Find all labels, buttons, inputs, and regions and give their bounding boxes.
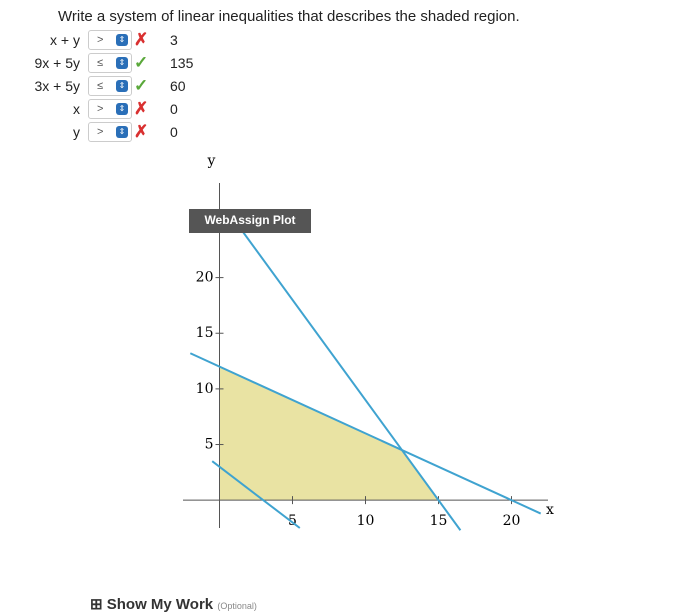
correct-mark: ✓ [134,76,149,95]
operator-select[interactable]: > ⇕ [88,99,132,119]
incorrect-mark: ✗ [134,122,149,141]
select-knob: ⇕ [116,80,128,92]
lhs: x [73,101,80,117]
boundary-line [211,460,301,529]
select-knob: ⇕ [116,103,128,115]
x-tick-label: 15 [430,513,448,529]
incorrect-mark: ✗ [134,30,149,49]
operator-select[interactable]: ≤ ⇕ [88,53,132,73]
x-tick-label: 20 [503,513,521,529]
answer: 0 [170,124,178,140]
answer: 60 [170,78,186,94]
optional-label: (Optional) [217,601,257,611]
show-work-label[interactable]: Show My Work [106,596,214,613]
show-work[interactable]: ⊞ Show My Work (Optional) [90,596,257,613]
operator: > [97,34,104,46]
lhs: 3x + 5y [34,78,80,94]
y-axis-label: y [207,153,216,169]
select-knob: ⇕ [116,57,128,69]
answer: 0 [170,101,178,117]
shaded-region [219,366,439,501]
inequality-row: y > ⇕ ✗ 0 [20,122,260,142]
operator: > [97,126,104,138]
prompt: Write a system of linear inequalities th… [58,8,520,25]
operator: > [97,103,104,115]
lhs: 9x + 5y [34,55,80,71]
x-tick-label: 5 [288,513,297,529]
x-tick-label: 10 [357,513,375,529]
inequality-row: 3x + 5y ≤ ⇕ ✓ 60 [20,76,260,96]
select-knob: ⇕ [116,34,128,46]
lhs: x + y [50,32,80,48]
y-tick-label: 15 [196,325,214,341]
y-tick-label: 5 [205,437,214,453]
boundary-line [189,352,542,515]
operator-select[interactable]: > ⇕ [88,30,132,50]
y-tick-label: 10 [196,381,214,397]
inequality-row: 9x + 5y ≤ ⇕ ✓ 135 [20,53,260,73]
operator-select[interactable]: ≤ ⇕ [88,76,132,96]
correct-mark: ✓ [134,53,149,72]
incorrect-mark: ✗ [134,99,149,118]
x-axis-label: x [546,502,554,518]
select-knob: ⇕ [116,126,128,138]
answer: 135 [170,55,194,71]
boundary-line [233,219,462,531]
operator: ≤ [97,57,104,69]
operator-select[interactable]: > ⇕ [88,122,132,142]
lhs: y [73,124,80,140]
y-tick-label: 20 [196,270,214,286]
inequality-row: x > ⇕ ✗ 0 [20,99,260,119]
tooltip: WebAssign Plot [204,213,295,227]
answer: 3 [170,32,178,48]
operator: ≤ [97,80,104,92]
inequality-row: x + y > ⇕ ✗ 3 [20,30,260,50]
tooltip-box [189,209,311,233]
